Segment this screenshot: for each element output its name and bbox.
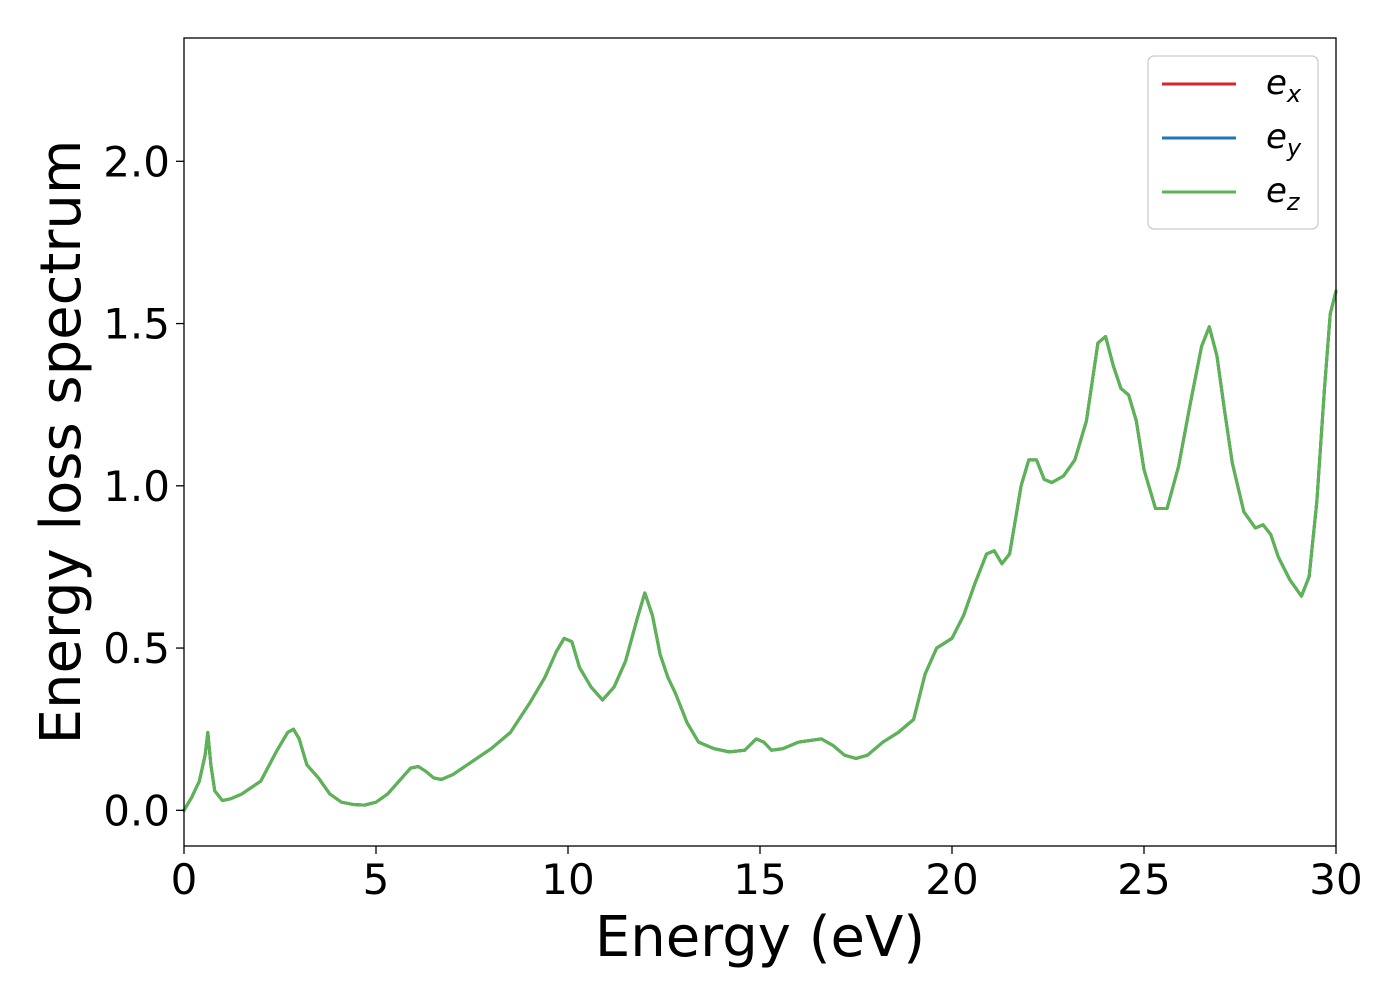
series-line-z	[182, 289, 1338, 812]
x-axis-label: Energy (eV)	[595, 905, 925, 970]
x-tick-label: 25	[1117, 855, 1170, 904]
legend-label-x: ex	[1266, 63, 1302, 108]
legend-label-z: ez	[1266, 171, 1301, 216]
x-tick-label: 5	[363, 855, 390, 904]
y-tick-label: 2.0	[103, 137, 170, 186]
plot-area	[184, 38, 1336, 846]
legend: ex ey ez	[1147, 55, 1319, 230]
series-layer	[182, 289, 1338, 812]
legend-label-y: ey	[1266, 117, 1302, 162]
x-tick-label: 0	[171, 855, 198, 904]
x-tick-label: 10	[541, 855, 594, 904]
y-axis: 0.0 0.5 1.0 1.5 2.0	[103, 137, 184, 835]
x-tick-label: 15	[733, 855, 786, 904]
y-tick-label: 0.0	[103, 786, 170, 835]
legend-box	[1147, 55, 1319, 230]
y-tick-label: 0.5	[103, 624, 170, 673]
x-axis: 0 5 10 15 20 25 30	[171, 846, 1363, 904]
y-tick-label: 1.5	[103, 300, 170, 349]
x-tick-label: 20	[925, 855, 978, 904]
x-tick-label: 30	[1309, 855, 1362, 904]
y-axis-label: Energy loss spectrum	[29, 140, 94, 745]
y-tick-label: 1.0	[103, 462, 170, 511]
